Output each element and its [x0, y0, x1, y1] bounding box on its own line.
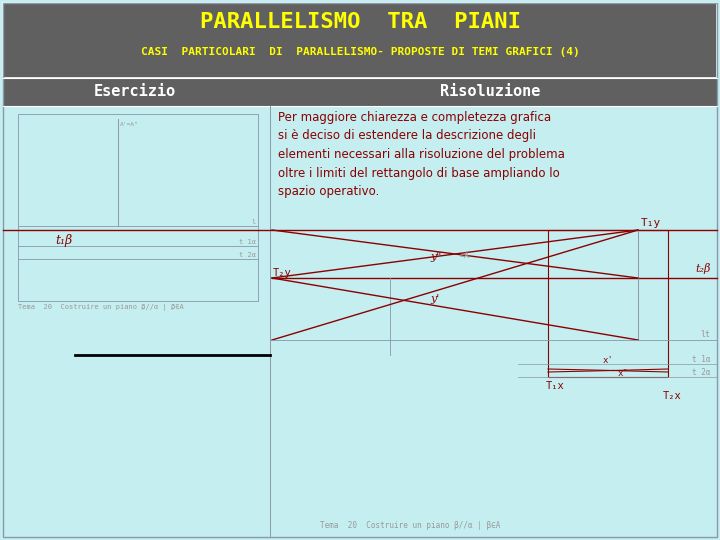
Text: lt: lt — [700, 330, 710, 339]
Text: Tema  20  Costruire un piano β//α | β∈A: Tema 20 Costruire un piano β//α | β∈A — [18, 304, 184, 311]
Bar — [18, 114, 258, 301]
Text: Esercizio: Esercizio — [94, 84, 176, 99]
Text: CASI  PARTICOLARI  DI  PARALLELISMO- PROPOSTE DI TEMI GRAFICI (4): CASI PARTICOLARI DI PARALLELISMO- PROPOS… — [140, 47, 580, 57]
Text: Per maggiore chiarezza e completezza grafica
si è deciso di estendere la descriz: Per maggiore chiarezza e completezza gra… — [278, 111, 565, 198]
Text: T₁x: T₁x — [546, 381, 564, 391]
Text: l: l — [252, 219, 256, 225]
Text: x": x" — [618, 369, 629, 378]
Text: t₂β: t₂β — [695, 263, 711, 274]
Text: t₁β: t₁β — [55, 234, 72, 247]
Text: T₂x: T₂x — [663, 391, 682, 401]
Text: y': y' — [430, 294, 439, 304]
Text: =A: =A — [460, 251, 470, 260]
Bar — [548, 230, 668, 377]
Text: T₁y: T₁y — [641, 218, 661, 228]
Text: A'=A": A'=A" — [120, 122, 139, 127]
Text: t 2α: t 2α — [691, 368, 710, 377]
Text: t 1α: t 1α — [239, 239, 256, 245]
Text: t 1α: t 1α — [691, 355, 710, 364]
Text: Risoluzione: Risoluzione — [440, 84, 540, 99]
Text: x': x' — [603, 356, 613, 365]
Text: PARALLELISMO  TRA  PIANI: PARALLELISMO TRA PIANI — [199, 12, 521, 32]
Text: t 2α: t 2α — [239, 252, 256, 258]
Bar — [3, 78, 717, 106]
Text: y": y" — [430, 252, 441, 262]
Text: T₂y: T₂y — [273, 268, 292, 278]
Bar — [3, 3, 717, 78]
Text: Tema  20  Costruire un piano β//α | β∈A: Tema 20 Costruire un piano β//α | β∈A — [320, 521, 500, 530]
